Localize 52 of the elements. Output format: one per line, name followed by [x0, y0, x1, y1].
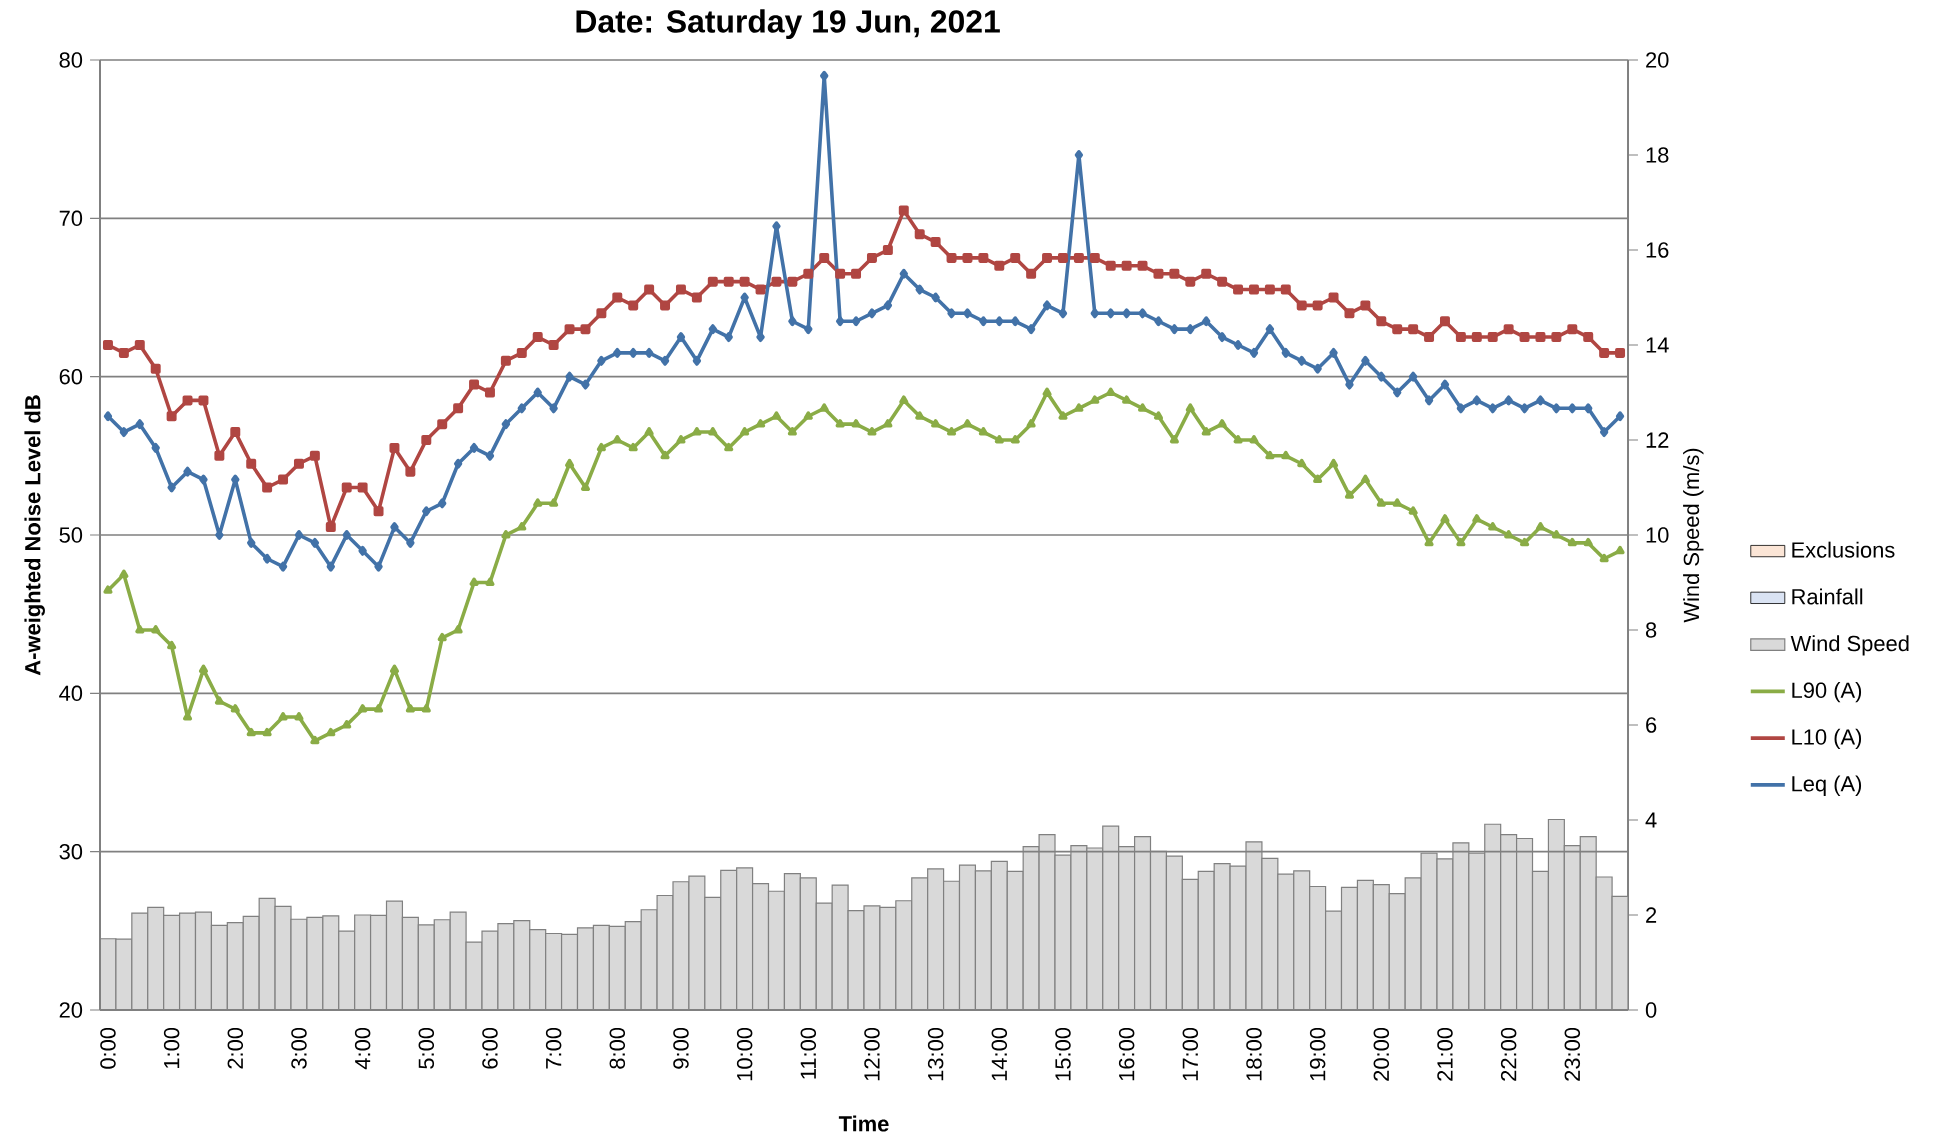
legend-label: L10 (A) — [1792, 728, 1862, 750]
y-tick-label: 70 — [59, 210, 83, 227]
legend-label: Rainfall — [1792, 588, 1863, 605]
y-tick-label: 50 — [59, 527, 83, 543]
x-tick-label: 3:00 — [291, 1027, 307, 1069]
x-tick-label: 9:00 — [673, 1027, 689, 1069]
y2-tick-label: 8 — [1645, 622, 1657, 638]
x-tick-label: 2:00 — [227, 1027, 244, 1069]
x-tick-label: 15:00 — [1055, 1027, 1071, 1081]
x-tick-label: 14:00 — [991, 1027, 1008, 1081]
x-tick-label: 11:00 — [800, 1027, 817, 1079]
x-tick-label: 17:00 — [1182, 1027, 1199, 1081]
x-tick-label: 20:00 — [1373, 1027, 1390, 1081]
y2-tick-label: 10 — [1646, 527, 1669, 543]
y-tick-label: 60 — [59, 368, 83, 385]
x-tick-label: 5:00 — [418, 1027, 435, 1069]
x-tick-label: 10:00 — [736, 1027, 753, 1081]
chart-title: Date: Saturday 19 Jun, 2021 — [576, 9, 1000, 40]
x-tick-label: 6:00 — [482, 1027, 498, 1069]
x-tick-label: 22:00 — [1500, 1027, 1517, 1081]
x-tick-label: 12:00 — [864, 1027, 880, 1081]
y-tick-label: 40 — [59, 685, 83, 702]
x-axis-title: Time — [838, 1115, 889, 1132]
x-tick-label: 1:00 — [163, 1027, 180, 1068]
legend-label: Leq (A) — [1792, 775, 1862, 796]
x-tick-label: 13:00 — [927, 1027, 944, 1081]
x-tick-label: 18:00 — [1246, 1027, 1262, 1081]
y-axis-title: A-weighted Noise Level dB — [24, 395, 45, 676]
x-tick-label: 4:00 — [354, 1027, 371, 1070]
y-tick-label: 30 — [59, 843, 83, 860]
x-tick-label: 0:00 — [100, 1027, 116, 1069]
legend-label: Exclusions — [1792, 541, 1895, 558]
x-tick-label: 16:00 — [1118, 1027, 1135, 1081]
x-tick-label: 7:00 — [545, 1027, 562, 1069]
y2-tick-label: 16 — [1646, 242, 1669, 258]
y2-tick-label: 12 — [1646, 432, 1669, 448]
y-tick-label: 20 — [59, 1002, 83, 1018]
x-tick-label: 8:00 — [609, 1027, 626, 1069]
y2-tick-label: 20 — [1646, 52, 1669, 68]
x-tick-label: 23:00 — [1564, 1027, 1581, 1081]
x-tick-label: 19:00 — [1309, 1027, 1326, 1081]
legend-label: Wind Speed — [1790, 635, 1909, 656]
legend-label: L90 (A) — [1792, 681, 1862, 703]
y2-tick-label: 6 — [1646, 717, 1657, 733]
y-tick-label: 80 — [59, 52, 83, 68]
y2-axis-title: Wind Speed (m/s) — [1683, 448, 1704, 623]
y2-tick-label: 4 — [1645, 812, 1657, 828]
x-tick-label: 21:00 — [1437, 1027, 1453, 1081]
y2-tick-label: 14 — [1646, 337, 1669, 353]
y2-tick-label: 18 — [1646, 147, 1669, 163]
y2-tick-label: 0 — [1645, 1002, 1657, 1018]
y2-tick-label: 2 — [1646, 907, 1657, 923]
